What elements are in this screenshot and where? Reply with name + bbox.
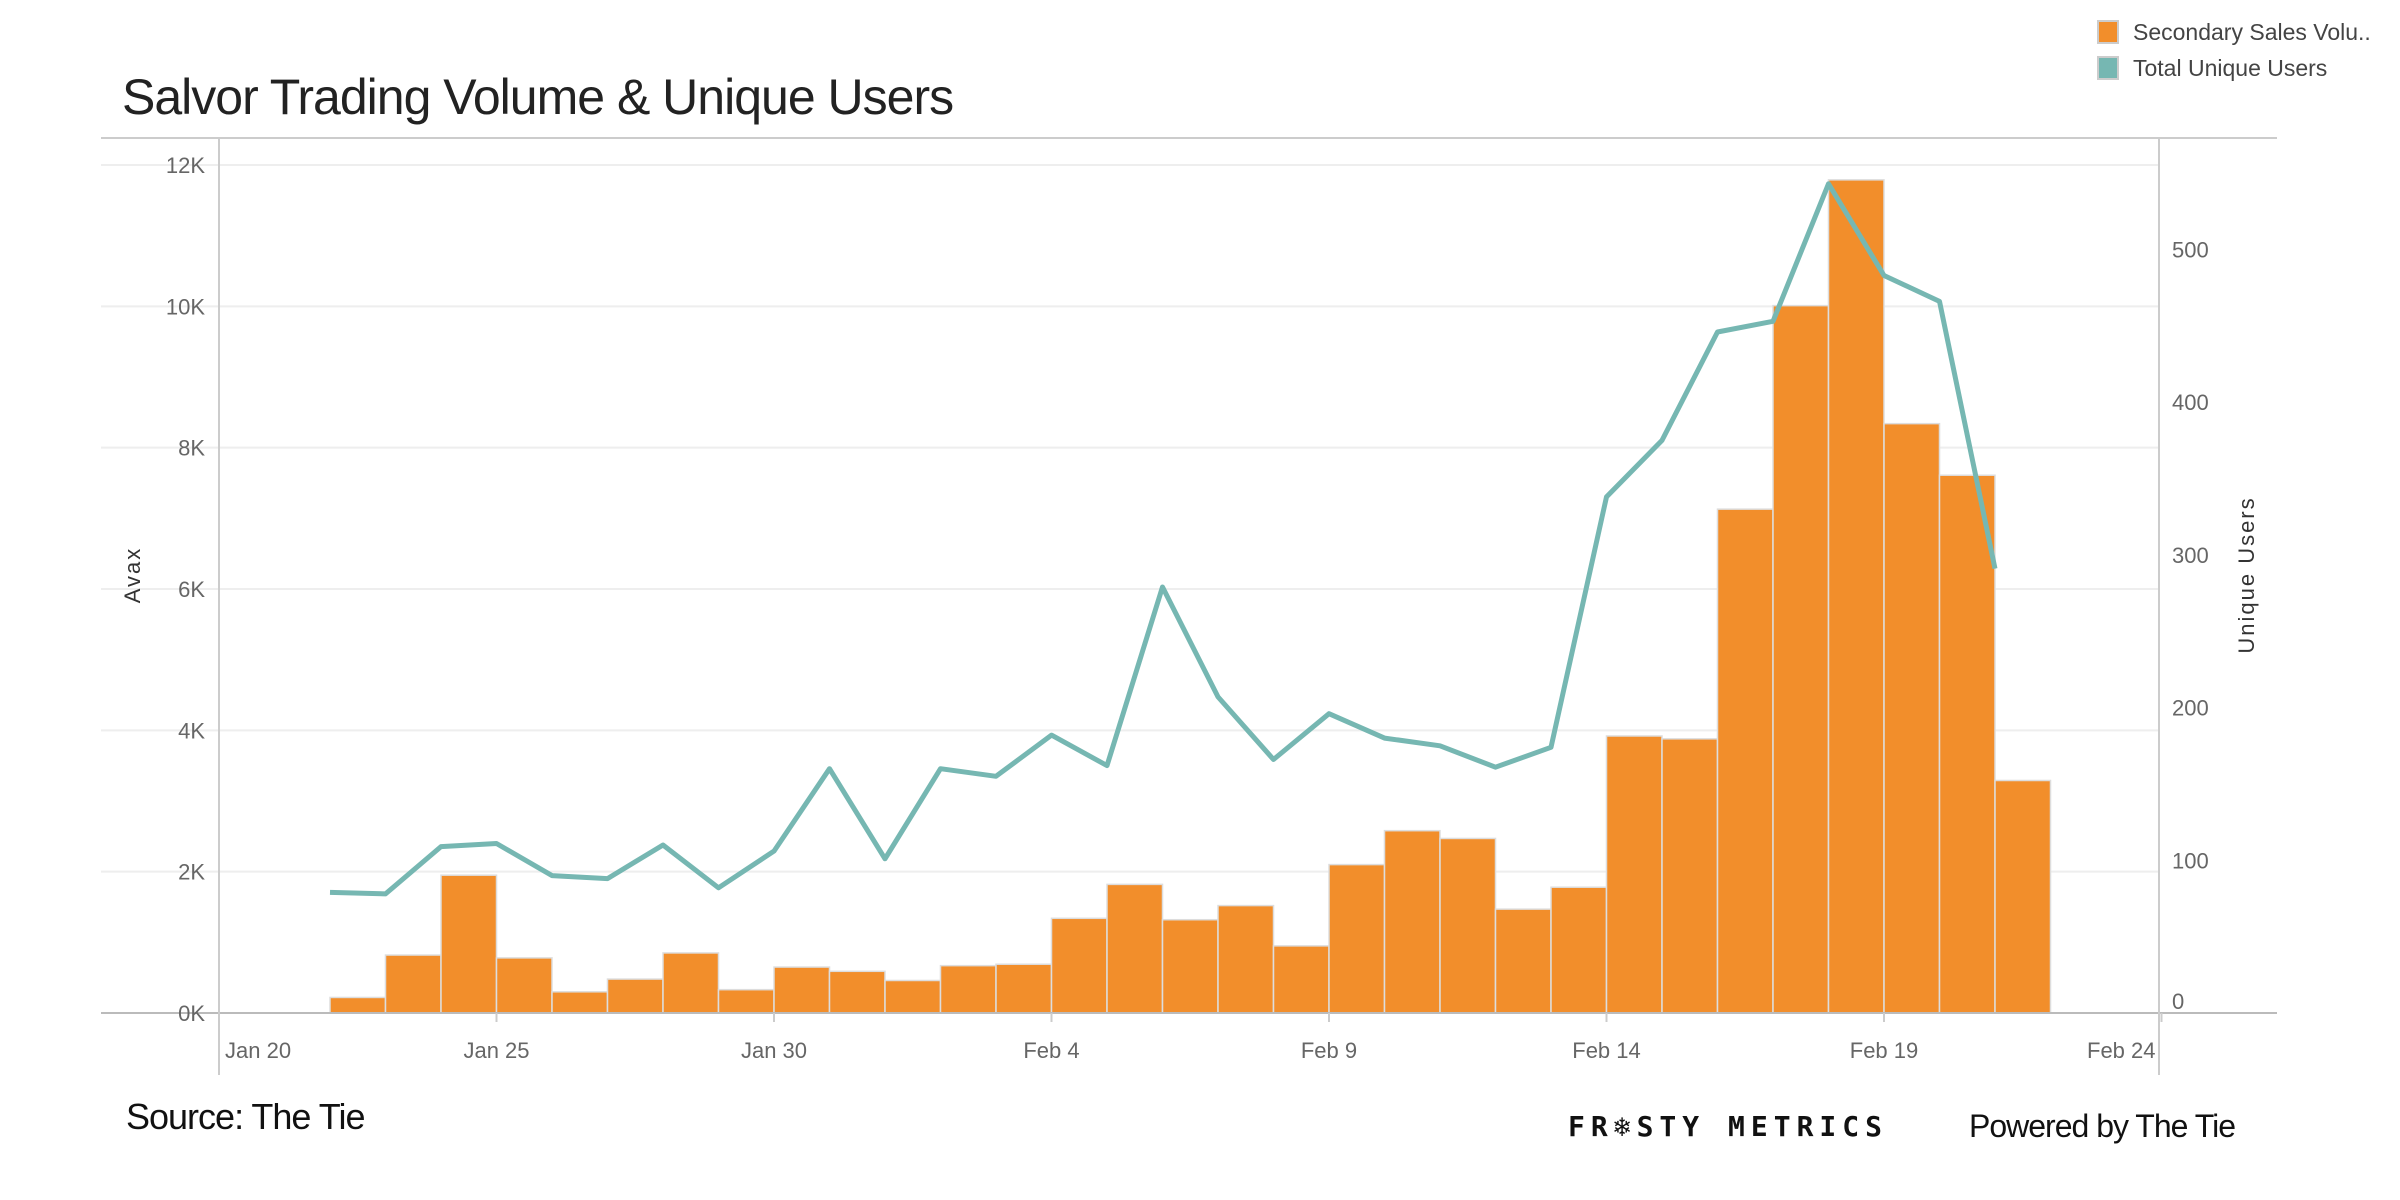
y-left-tick: 8K xyxy=(178,436,205,461)
sales-bar-feb-15 xyxy=(1661,738,1719,1014)
legend-swatch-sales xyxy=(2097,20,2119,44)
frosty-metrics-logo: FR❄STY METRICS xyxy=(1568,1110,1889,1143)
sales-bar-jan-26 xyxy=(551,991,609,1014)
sales-bar-feb-2 xyxy=(939,964,997,1014)
sales-bar-feb-5 xyxy=(1106,883,1164,1014)
sales-bar-jan-29 xyxy=(717,988,775,1014)
sales-bar-feb-12 xyxy=(1494,908,1552,1014)
x-tick-label: Jan 25 xyxy=(463,1038,529,1063)
sales-bar-feb-16 xyxy=(1716,508,1774,1014)
legend-label-sales: Secondary Sales Volu.. xyxy=(2133,18,2371,45)
source-note: Source: The Tie xyxy=(126,1096,365,1137)
legend-item-users[interactable]: Total Unique Users xyxy=(2097,50,2371,86)
y-left-tick: 4K xyxy=(178,718,205,743)
x-tick-label: Jan 30 xyxy=(741,1038,807,1063)
sales-bar-feb-4 xyxy=(1050,917,1108,1014)
sales-bar-feb-21 xyxy=(1994,779,2052,1014)
sales-bar-jan-22 xyxy=(329,996,387,1014)
sales-bar-feb-8 xyxy=(1272,945,1330,1014)
bars xyxy=(329,179,2052,1014)
y-left-tick: 0K xyxy=(178,1001,205,1026)
y-right-tick: 400 xyxy=(2172,390,2209,415)
sales-bar-feb-13 xyxy=(1550,886,1608,1014)
sales-bar-feb-17 xyxy=(1772,304,1830,1014)
sales-bar-feb-18 xyxy=(1827,179,1885,1014)
sales-bar-jan-27 xyxy=(606,978,664,1014)
legend-item-sales[interactable]: Secondary Sales Volu.. xyxy=(2097,14,2371,50)
legend-swatch-users xyxy=(2097,56,2119,80)
x-tick-label: Feb 14 xyxy=(1572,1038,1641,1063)
y-right-label: Unique Users xyxy=(2234,496,2259,653)
x-tick-label: Feb 24 xyxy=(2087,1038,2156,1063)
unique-users-line xyxy=(329,181,1998,897)
chart-title: Salvor Trading Volume & Unique Users xyxy=(122,69,954,125)
sales-bar-jan-25 xyxy=(495,957,553,1014)
sales-bar-feb-10 xyxy=(1383,829,1441,1014)
sales-bar-feb-11 xyxy=(1439,837,1497,1014)
x-tick-label: Feb 4 xyxy=(1023,1038,1079,1063)
sales-bar-jan-30 xyxy=(773,966,831,1014)
sales-bar-feb-3 xyxy=(995,963,1053,1014)
sales-bar-feb-19 xyxy=(1883,422,1941,1014)
y-left-tick: 12K xyxy=(166,153,205,178)
sales-bar-jan-31 xyxy=(828,970,886,1014)
y-right-tick: 300 xyxy=(2172,543,2209,568)
sales-bar-feb-14 xyxy=(1605,735,1663,1014)
sales-bar-feb-20 xyxy=(1938,474,1996,1014)
legend-label-users: Total Unique Users xyxy=(2133,54,2328,81)
y-left-tick: 6K xyxy=(178,577,205,602)
y-right-tick: 500 xyxy=(2172,238,2209,263)
axes xyxy=(101,137,2277,1075)
y-right-tick: 0 xyxy=(2172,989,2184,1014)
y-right-tick: 200 xyxy=(2172,696,2209,721)
sales-bar-feb-9 xyxy=(1328,863,1386,1014)
x-tick-label: Jan 20 xyxy=(225,1038,291,1063)
sales-bar-feb-7 xyxy=(1217,904,1275,1014)
x-tick-label: Feb 19 xyxy=(1850,1038,1919,1063)
sales-bar-jan-23 xyxy=(384,954,442,1014)
legend: Secondary Sales Volu.. Total Unique User… xyxy=(2097,14,2371,86)
powered-by: Powered by The Tie xyxy=(1969,1108,2236,1144)
y-left-tick: 2K xyxy=(178,860,205,885)
y-left-tick: 10K xyxy=(166,294,205,319)
sales-bar-jan-24 xyxy=(440,874,498,1014)
sales-bar-feb-1 xyxy=(884,979,942,1014)
sales-bar-jan-28 xyxy=(662,952,720,1014)
x-tick-label: Feb 9 xyxy=(1301,1038,1357,1063)
sales-bar-feb-6 xyxy=(1161,918,1219,1014)
y-right-tick: 100 xyxy=(2172,848,2209,873)
y-left-label: Avax xyxy=(120,547,145,604)
